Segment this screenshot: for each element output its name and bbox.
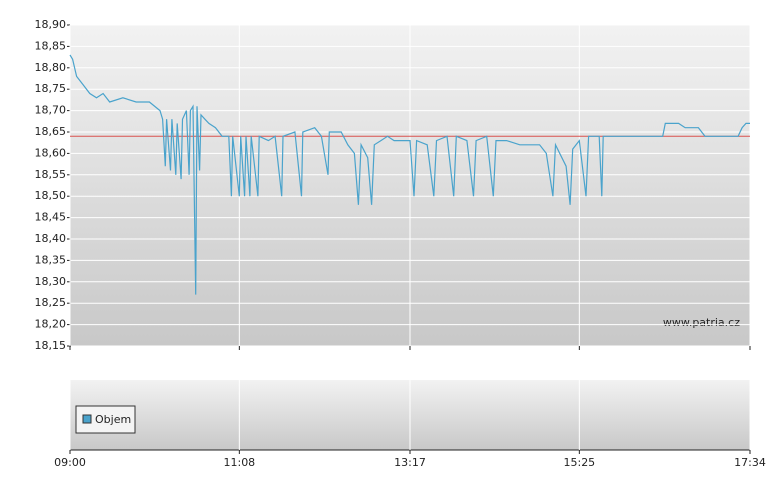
y-tick-label: 18,90 [35,18,67,31]
x-tick-label: 11:08 [223,456,255,469]
legend-label: Objem [95,413,131,426]
y-tick-label: 18,50 [35,189,67,202]
y-tick-label: 18,40 [35,232,67,245]
y-tick-label: 18,15 [35,339,67,352]
y-tick-label: 18,65 [35,125,67,138]
legend [75,405,136,434]
x-tick-label: 15:25 [563,456,595,469]
legend-swatch [82,414,92,424]
y-tick-label: 18,20 [35,318,67,331]
watermark: www.patria.cz [663,316,740,329]
y-tick-label: 18,60 [35,146,67,159]
y-tick-label: 18,75 [35,82,67,95]
y-tick-label: 18,45 [35,211,67,224]
y-tick-label: 18,25 [35,296,67,309]
x-tick-label: 13:17 [394,456,426,469]
y-tick-label: 18,85 [35,39,67,52]
y-tick-label: 18,55 [35,168,67,181]
y-tick-label: 18,35 [35,253,67,266]
x-tick-label: 17:34 [734,456,766,469]
y-tick-label: 18,30 [35,275,67,288]
x-tick-label: 09:00 [54,456,86,469]
y-tick-label: 18,70 [35,104,67,117]
y-tick-label: 18,80 [35,61,67,74]
price-line [69,54,750,295]
